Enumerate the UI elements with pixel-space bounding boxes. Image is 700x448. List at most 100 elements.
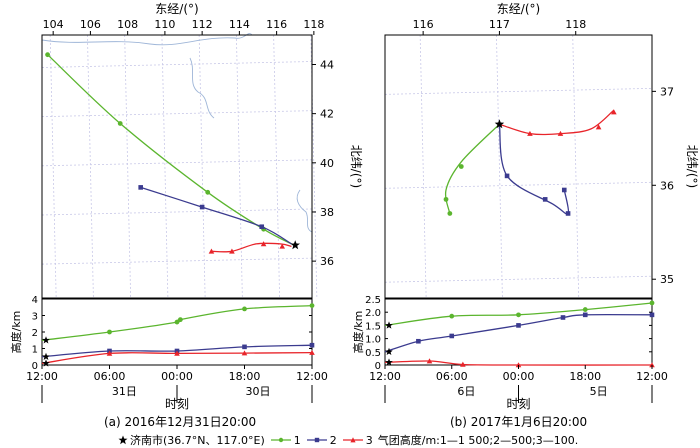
panel-a-top-axis-title: 东经/(°) [155,2,198,16]
panel-b-trajectory-1-marker [447,211,453,216]
panel-a-border-line [41,33,253,46]
panel-b-day-label: 6日 [457,385,475,398]
panel-a-height-3-marker [106,350,113,356]
legend-label-1: 1 [293,433,301,447]
panel-a-time-tick-label: 12:00 [26,370,58,383]
panel-a-height-start-star [42,336,50,344]
panel-a-height-start-star [42,359,50,367]
legend-swatch-3 [342,437,363,443]
panel-b-time-tick-label: 12:00 [636,370,668,383]
panel-a-height-ylabel: 高度/km [9,311,23,354]
panel-a-height-start-star [42,352,50,360]
panel-a-height-1-marker [107,329,112,335]
legend-item-3: 3 [342,434,373,447]
panel-b-trajectory-1-marker [458,164,464,169]
panel-b-height-1-marker [516,312,521,318]
panel-a-time-tick-label: 12:00 [296,370,328,383]
panel-b-trajectory-3-marker [557,130,564,136]
panel-a-jinan-star [290,240,300,250]
panel-a-time-xlabel: 时刻 [165,397,189,411]
panel-a-trajectory-2-marker [138,185,143,190]
panel-a-trajectory-2-marker [199,204,205,210]
panel-b-height-tick-label: 2.5 [365,295,381,306]
panel-b-height-ylabel: 高度/km [351,311,365,354]
panel-b-lon-tick-label: 117 [489,18,510,31]
panel-a-height-2-marker [309,342,315,348]
panel-b-height-3-marker [460,361,466,367]
panel-b-map-area [385,35,652,298]
panel-b-lat-gridline [384,87,653,95]
panel-b-time-tick-label: 18:00 [569,370,601,383]
panel-b-height-tick-label: 1.5 [365,321,381,332]
panel-a-height-tick-label: 0 [32,361,38,372]
panel-b-trajectory-3-marker [527,130,533,136]
panel-a-height-tick-label: 2 [32,328,38,339]
legend-swatch-1 [270,437,291,443]
legend-label-2: 2 [329,433,337,447]
panel-a-height-1-marker [242,306,247,312]
panel-a-lon-tick-label: 112 [192,18,213,31]
panel-b-trajectory-2-marker [565,211,571,216]
panel-a-lat-tick-label: 38 [320,206,334,219]
panel-a-height-tick-label: 1 [32,345,38,356]
panel-a-lat-tick-label: 44 [320,58,334,71]
panel-b-trajectory-2-marker [504,173,510,179]
panel-a-time-tick-label: 06:00 [94,370,126,383]
legend-star-item: 济南市(36.7°N、117.0°E) [118,432,265,448]
panel-b-height-1-marker [582,307,588,312]
panel-a-time-tick-label: 00:00 [161,370,193,383]
panel-a-trajectory-3 [211,242,292,253]
panel-b-height-3-marker [426,358,433,364]
panel-a-trajectory-1-marker [45,52,50,58]
panel-a-lat-gridline [41,159,313,167]
legend-star-label: 济南市(36.7°N、117.0°E) [130,434,265,447]
panel-b-lat-gridline [384,181,653,189]
panel-a-map-frame [41,34,313,299]
panel-a-lon-tick-label: 106 [80,18,101,31]
panel-b-lon-tick-label: 116 [413,18,434,31]
panel-a-lat-gridline [41,110,313,118]
panel-b-height-start-star [385,347,393,355]
panel-a-lat-tick-label: 40 [320,157,334,170]
legend-item-1: 1 [270,434,301,447]
legend: 济南市(36.7°N、117.0°E) 1 2 3 气团高度/m:1—1 500… [118,432,578,448]
panel-a-height-3-marker [174,350,180,356]
panel-a-lon-tick-label: 108 [117,18,138,31]
panel-b-time-tick-label: 12:00 [369,370,401,383]
panel-b-top-axis-title: 东经/(°) [497,2,540,16]
star-icon [118,435,128,445]
panel-b-height-2-marker [582,312,588,318]
panel-b-lat-gridline [384,275,653,283]
panel-a-height-1-marker [177,317,183,323]
panel-a-trajectory-3-marker [279,243,286,249]
panel-a-lat-tick-label: 42 [320,108,334,121]
panel-a-height-tick-label: 3 [32,312,38,323]
panel-a-day-label: 30日 [246,385,271,398]
panel-b-lat-tick-label: 35 [660,273,674,286]
panel-a-trajectory-3-marker [260,241,267,247]
panel-a-trajectory-3-marker [208,248,215,254]
panel-b-height-tick-label: 0.5 [365,348,381,359]
panel-a-lat-gridline [41,208,313,216]
panel-a-caption: (a) 2016年12月31日20:00 [104,415,257,429]
panel-b-height-3-marker [649,362,655,368]
panel-b-lat-tick-label: 37 [660,85,674,98]
panel-b-trajectory-2-marker [542,197,548,202]
panel-b-right-axis-title: 北纬/(°) [685,145,699,188]
panel-a-trajectory-2-marker [259,224,265,230]
panel-b-height-2-marker [560,315,566,320]
legend-note: 气团高度/m:1—1 500;2—500;3—100. [377,434,579,447]
panel-a-trajectory-1-marker [117,121,123,126]
panel-b-height-tick-label: 1.0 [365,335,381,346]
panel-b-height-2-marker [516,323,521,328]
panel-b-height-1-marker [449,313,455,319]
panel-b-height-line-3 [384,360,653,366]
panel-b-trajectory-1-marker [443,196,449,202]
panel-a-border-line [189,57,215,119]
legend-label-3: 3 [365,433,373,447]
panel-b-time-xlabel: 时刻 [506,397,530,411]
panel-a-lon-tick-label: 116 [266,18,287,31]
panel-b-height-frame [384,298,653,366]
panel-a-coastline [296,189,313,233]
panel-a-trajectory-1-marker [205,189,211,195]
